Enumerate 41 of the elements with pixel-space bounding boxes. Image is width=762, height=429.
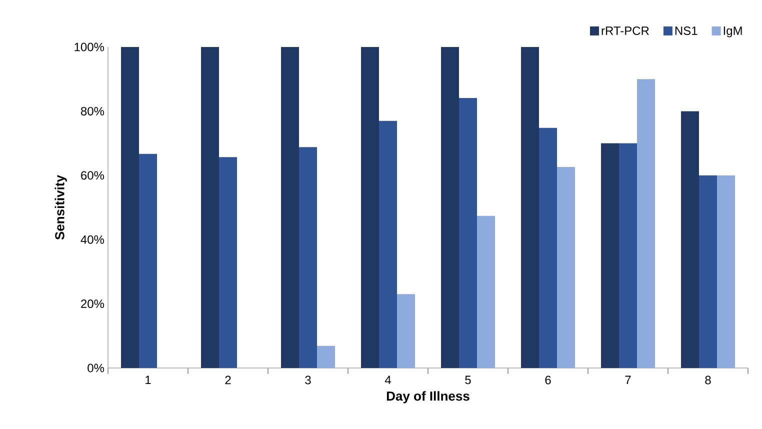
bar <box>219 157 237 368</box>
bar <box>281 47 299 368</box>
x-tick-label: 7 <box>625 376 631 384</box>
y-tick-label: 80% <box>80 106 104 116</box>
bar <box>121 47 140 368</box>
bar <box>361 47 379 368</box>
y-tick-label: 60% <box>81 171 104 180</box>
x-tick-label: 3 <box>305 376 311 384</box>
bar <box>441 47 459 368</box>
x-tick-label: 2 <box>225 376 231 384</box>
bar <box>299 147 318 368</box>
bar <box>139 154 158 368</box>
bar <box>521 47 539 368</box>
legend-label: IgM <box>724 26 742 38</box>
bar <box>379 120 397 368</box>
x-axis-title: Day of Illness <box>386 391 470 404</box>
y-tick-label: 40% <box>80 235 104 244</box>
bar <box>317 346 336 368</box>
legend-label: NS1 <box>675 26 698 35</box>
x-tick-label: 5 <box>465 376 471 384</box>
y-tick-label: 20% <box>81 300 104 308</box>
y-tick-label: 0% <box>88 364 104 372</box>
bar <box>699 175 717 368</box>
bar <box>459 98 477 368</box>
bar <box>557 167 575 368</box>
y-tick-label: 100% <box>74 42 104 52</box>
x-tick-label: 4 <box>384 376 391 384</box>
y-axis-title: Sensitivity <box>54 175 67 240</box>
x-tick-label: 8 <box>705 376 711 384</box>
bar <box>477 216 496 368</box>
x-tick-label: 6 <box>545 376 551 384</box>
bar <box>201 47 220 368</box>
x-tick-label: 1 <box>146 376 151 384</box>
bar <box>637 79 655 368</box>
bar <box>397 294 415 368</box>
legend-label: rRT-PCR <box>602 26 649 35</box>
bar <box>601 143 619 368</box>
bar <box>539 128 557 368</box>
bar <box>717 175 735 368</box>
bar <box>619 143 637 368</box>
bar <box>680 111 699 368</box>
